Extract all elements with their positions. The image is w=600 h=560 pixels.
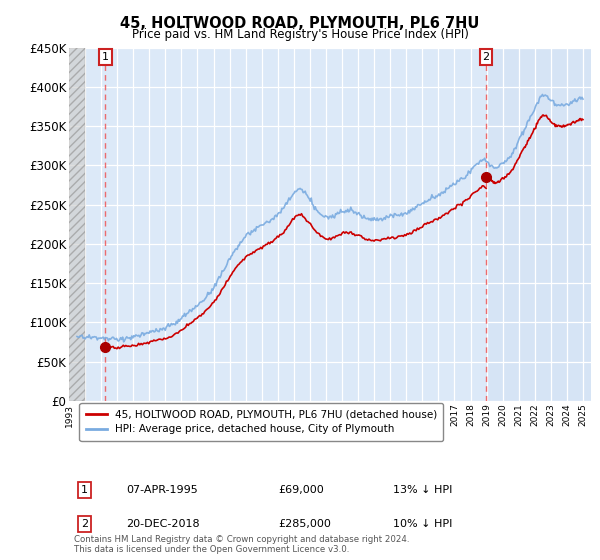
- Text: Price paid vs. HM Land Registry's House Price Index (HPI): Price paid vs. HM Land Registry's House …: [131, 28, 469, 41]
- Text: 10% ↓ HPI: 10% ↓ HPI: [392, 519, 452, 529]
- Text: £285,000: £285,000: [278, 519, 331, 529]
- Text: 2: 2: [482, 52, 490, 62]
- Text: 07-APR-1995: 07-APR-1995: [127, 485, 198, 495]
- Text: 45, HOLTWOOD ROAD, PLYMOUTH, PL6 7HU: 45, HOLTWOOD ROAD, PLYMOUTH, PL6 7HU: [121, 16, 479, 31]
- Text: 1: 1: [102, 52, 109, 62]
- Text: £69,000: £69,000: [278, 485, 323, 495]
- Text: 13% ↓ HPI: 13% ↓ HPI: [392, 485, 452, 495]
- Text: 1: 1: [81, 485, 88, 495]
- Text: 2: 2: [81, 519, 88, 529]
- Bar: [486, 48, 591, 401]
- Text: 20-DEC-2018: 20-DEC-2018: [127, 519, 200, 529]
- Bar: [69, 48, 85, 401]
- Text: Contains HM Land Registry data © Crown copyright and database right 2024.
This d: Contains HM Land Registry data © Crown c…: [74, 535, 410, 554]
- Legend: 45, HOLTWOOD ROAD, PLYMOUTH, PL6 7HU (detached house), HPI: Average price, detac: 45, HOLTWOOD ROAD, PLYMOUTH, PL6 7HU (de…: [79, 403, 443, 441]
